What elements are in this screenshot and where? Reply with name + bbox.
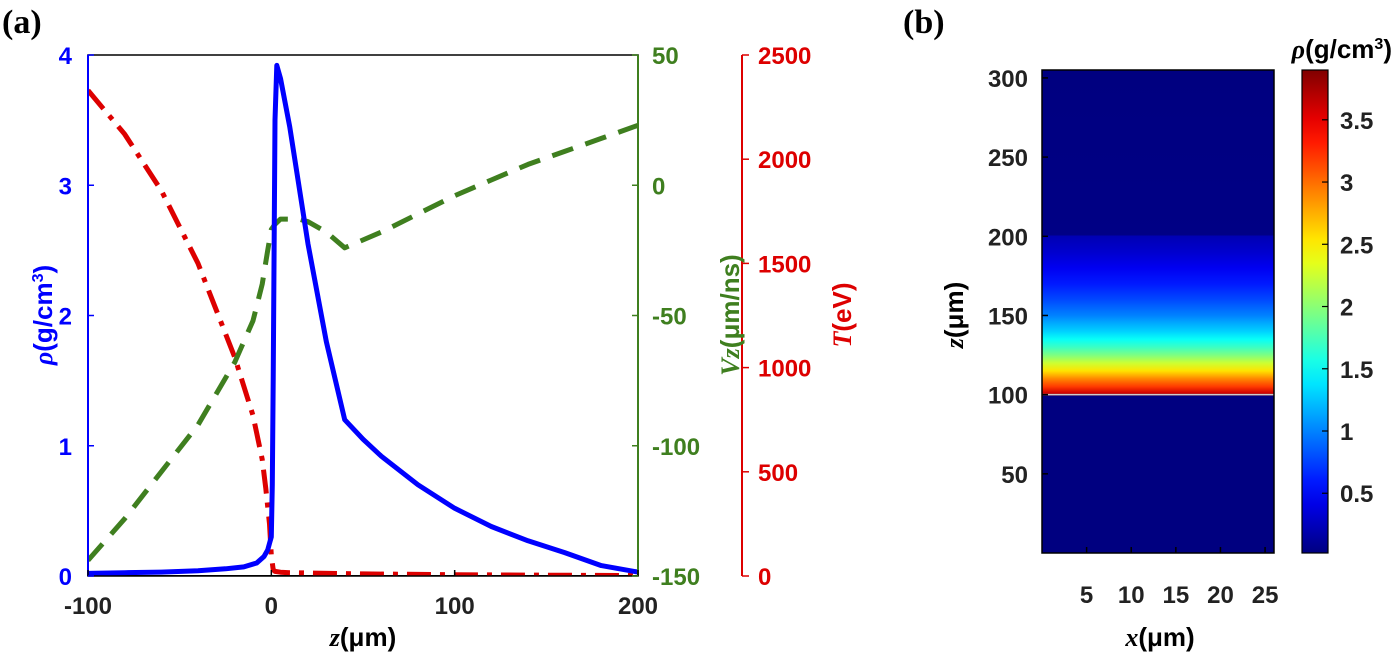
t-tick-label: 0 (758, 564, 771, 591)
rho-axis-label-close: ) (28, 265, 58, 274)
heatmap-y-tick-label: 150 (988, 303, 1028, 330)
plot-area-frame (87, 54, 639, 577)
rho-tick-label: 3 (59, 173, 72, 200)
x-axis-label-unit: (μm) (340, 622, 396, 652)
t-tick-label: 2500 (758, 43, 811, 70)
line-chart-panel-a: -100 0 100 20001234-150-100-500500500100015… (28, 43, 857, 652)
rho-axis-label-unit: (g/cm (28, 282, 58, 351)
vz-tick-label: 50 (652, 43, 679, 70)
x-tick-label: -100 (64, 593, 112, 620)
x-tick-label: 0 (265, 593, 278, 620)
panel-a-label: (a) (2, 4, 42, 41)
x-axis-label: z(μm) (329, 622, 396, 652)
vz-tick-label: -150 (652, 564, 700, 591)
heatmap-y-axis-label: z(μm) (939, 282, 969, 349)
colorbar (1301, 69, 1329, 554)
rho-axis-label-sup: 3 (30, 273, 47, 282)
heatmap-y-tick-label: 50 (1001, 462, 1028, 489)
heatmap-y-tick-label: 250 (988, 145, 1028, 172)
t-tick-label: 500 (758, 460, 798, 487)
heatmap-x-label-symbol: x (1124, 623, 1138, 652)
heatmap-x-tick-label: 15 (1162, 582, 1189, 609)
colorbar-tick-label: 2.5 (1340, 232, 1373, 259)
heatmap-y-tick-label: 200 (988, 224, 1028, 251)
rho-tick-label: 2 (59, 304, 72, 331)
t-tick-label: 1000 (758, 356, 811, 383)
heatmap-x-tick-label: 25 (1252, 582, 1279, 609)
rho-tick-label: 4 (59, 43, 73, 70)
outer-y-axis-label: T(eV) (827, 282, 857, 347)
t-axis-label-unit: (eV) (827, 282, 857, 331)
heatmap-y-label-symbol: z (940, 337, 969, 349)
vz-axis-label-unit: (μm/ns) (715, 254, 745, 348)
x-axis-label-symbol: z (329, 623, 341, 652)
colorbar-label-close: ) (1383, 34, 1392, 64)
series-line-1 (88, 122, 638, 563)
colorbar-ticks: 0.5 1 1.5 2 2.5 3 3.5 (1322, 108, 1373, 508)
series-group (88, 62, 638, 576)
colorbar-label-symbol: ρ (1291, 35, 1305, 64)
t-tick-label: 2000 (758, 147, 811, 174)
colorbar-tick-label: 0.5 (1340, 481, 1373, 508)
heatmap-frame (1041, 69, 1275, 554)
heatmap-y-label-unit: (μm) (939, 282, 969, 338)
colorbar-tick-label: 2 (1340, 295, 1353, 322)
vz-tick-label: 0 (652, 173, 665, 200)
heatmap-x-axis-label: x(μm) (1124, 622, 1194, 652)
vz-tick-label: -100 (652, 434, 700, 461)
panel-b-label: (b) (903, 4, 945, 41)
left-y-axis-label: ρ(g/cm3) (28, 265, 58, 366)
axis-ticks: -100 0 100 20001234-150-100-500500500100015… (59, 43, 812, 620)
x-tick-label: 200 (618, 593, 658, 620)
colorbar-label-sup: 3 (1374, 36, 1383, 53)
vz-tick-label: -50 (652, 304, 687, 331)
colorbar-tick-label: 1 (1340, 419, 1353, 446)
heatmap-image (1042, 70, 1274, 553)
heatmap-y-tick-label: 100 (988, 383, 1028, 410)
t-axis-label-symbol: T (828, 331, 857, 348)
rho-tick-label: 1 (59, 434, 72, 461)
colorbar-tick-label: 1.5 (1340, 357, 1373, 384)
colorbar-label: ρ(g/cm3) (1291, 34, 1392, 64)
x-tick-label: 100 (435, 593, 475, 620)
middle-y-axis-label: Vz(μm/ns) (715, 254, 745, 375)
vz-axis-label-symbol: Vz (716, 347, 745, 375)
series-line-0 (88, 62, 638, 576)
heatmap-axis-ticks: 5 10 15 20 25 50 100 150 200 250 300 (988, 66, 1278, 609)
heatmap-x-tick-label: 10 (1118, 582, 1145, 609)
t-tick-label: 1500 (758, 251, 811, 278)
colorbar-tick-label: 3.5 (1340, 108, 1373, 135)
heatmap-x-tick-label: 5 (1080, 582, 1093, 609)
rho-tick-label: 0 (59, 564, 72, 591)
heatmap-y-tick-label: 300 (988, 66, 1028, 93)
heatmap-x-label-unit: (μm) (1138, 622, 1194, 652)
colorbar-tick-label: 3 (1340, 170, 1353, 197)
series-line-2 (88, 88, 638, 576)
rho-axis-label-symbol: ρ (29, 352, 58, 366)
colorbar-label-unit: (g/cm (1305, 34, 1374, 64)
heatmap-x-tick-label: 20 (1207, 582, 1234, 609)
